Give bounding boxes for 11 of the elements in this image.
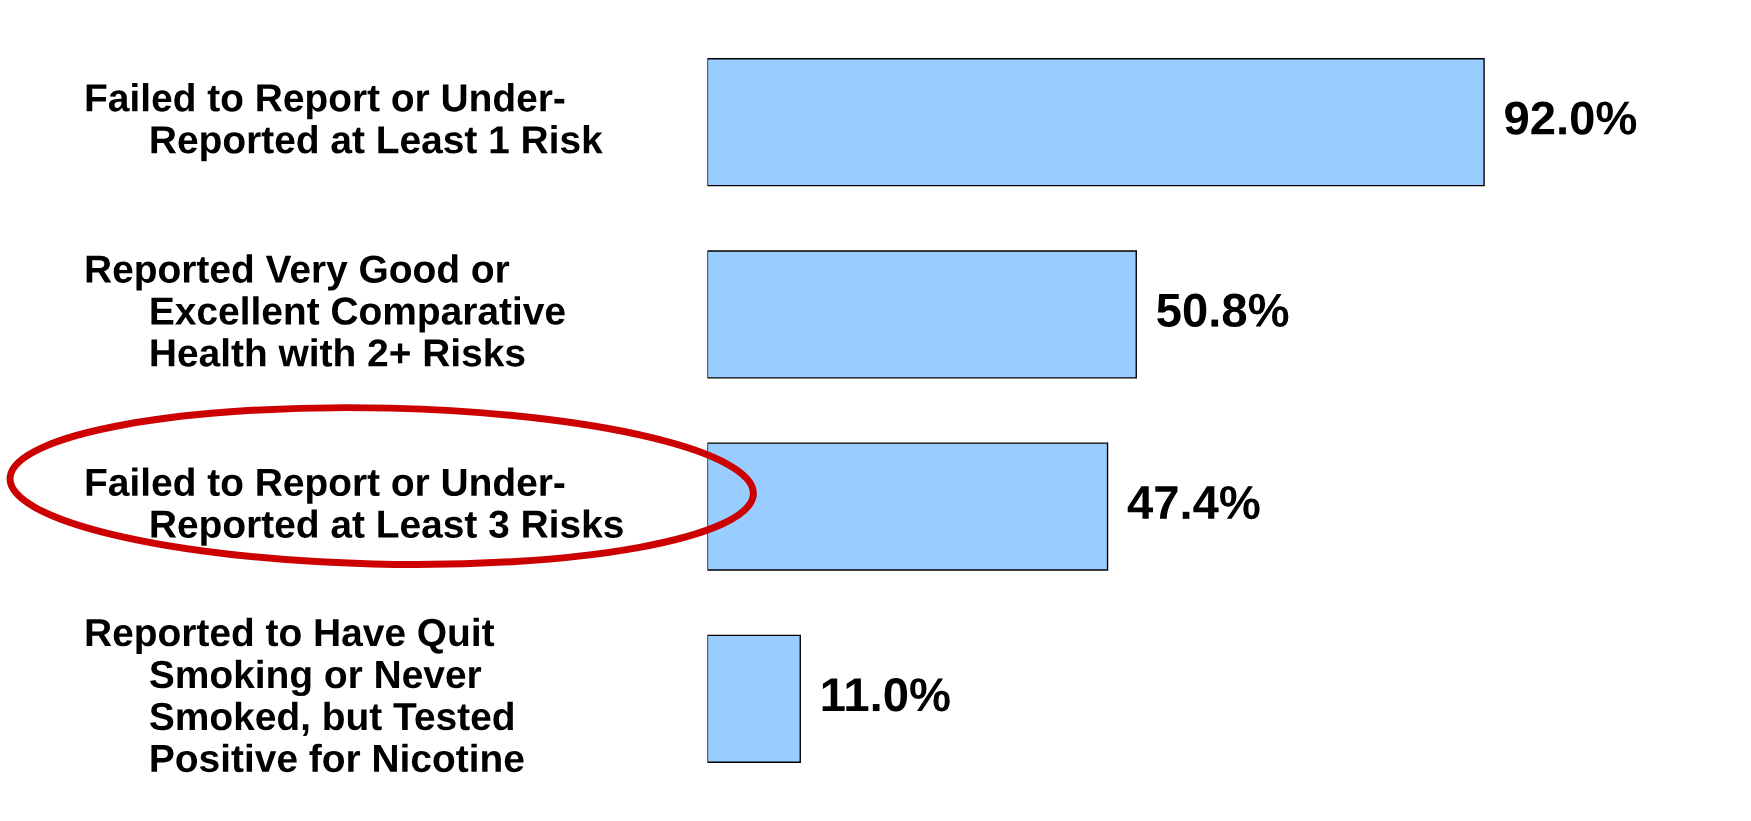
y-tick-label: Reported Very Good or Excellent Comparative Health with 2+ Risks xyxy=(86,254,565,367)
y-tick-label: Failed to Report or Under- Reported at Least 1 Risk xyxy=(86,83,603,162)
data-label: 11.0% xyxy=(822,678,950,712)
data-label: 47.4% xyxy=(1127,485,1260,520)
data-label: 92.0% xyxy=(1505,101,1637,135)
data-label: 50.8% xyxy=(1157,293,1289,328)
y-tick-label: Failed to Report or Under- Reported at Least 3 Risks xyxy=(86,467,623,546)
bar xyxy=(707,58,1485,187)
y-tick-label: Reported to Have Quit Smoking or Never Smoked, but Tested Positive for Nicotine xyxy=(86,617,524,773)
bar xyxy=(707,634,801,763)
bar xyxy=(707,250,1137,379)
